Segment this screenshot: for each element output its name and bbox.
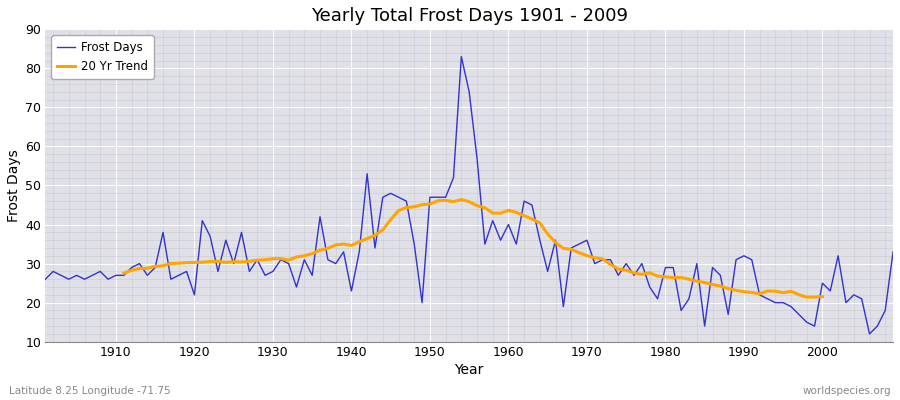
20 Yr Trend — [119, 271, 130, 276]
Title: Yearly Total Frost Days 1901 - 2009: Yearly Total Frost Days 1901 - 2009 — [310, 7, 627, 25]
20 Yr Trend — [817, 294, 828, 299]
Y-axis label: Frost Days: Frost Days — [7, 149, 21, 222]
Text: worldspecies.org: worldspecies.org — [803, 386, 891, 396]
Frost Days — [503, 222, 514, 227]
Frost Days — [864, 332, 875, 336]
Text: Latitude 8.25 Longitude -71.75: Latitude 8.25 Longitude -71.75 — [9, 386, 171, 396]
Legend: Frost Days, 20 Yr Trend: Frost Days, 20 Yr Trend — [51, 35, 154, 79]
20 Yr Trend — [801, 295, 812, 300]
Line: 20 Yr Trend: 20 Yr Trend — [124, 200, 823, 297]
Frost Days — [456, 54, 467, 59]
Frost Days — [511, 242, 522, 246]
Frost Days — [40, 277, 50, 282]
20 Yr Trend — [212, 259, 223, 264]
Line: Frost Days: Frost Days — [45, 57, 893, 334]
20 Yr Trend — [456, 197, 467, 202]
20 Yr Trend — [723, 286, 734, 291]
20 Yr Trend — [613, 267, 624, 272]
Frost Days — [322, 257, 333, 262]
20 Yr Trend — [330, 242, 341, 247]
Frost Days — [103, 277, 113, 282]
Frost Days — [275, 257, 286, 262]
Frost Days — [605, 257, 616, 262]
20 Yr Trend — [794, 292, 805, 297]
20 Yr Trend — [707, 282, 718, 287]
X-axis label: Year: Year — [454, 363, 484, 377]
Frost Days — [887, 250, 898, 254]
